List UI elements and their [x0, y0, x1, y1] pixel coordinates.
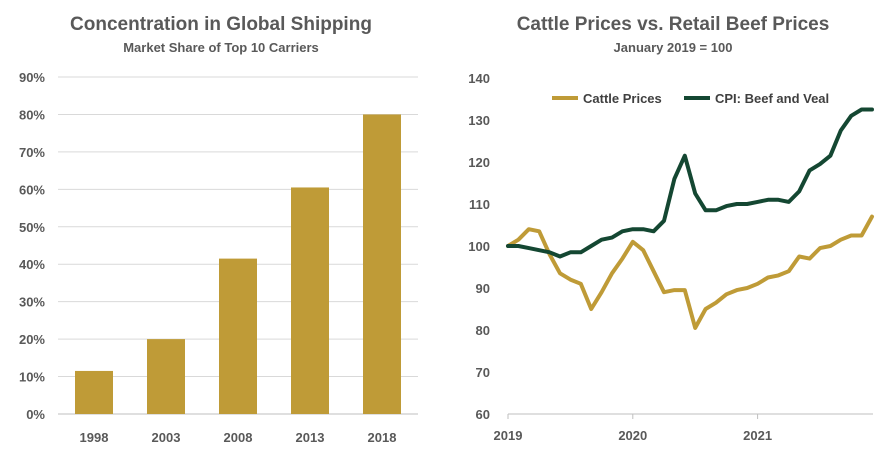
left-y-tick-label: 50%	[19, 220, 45, 235]
left-y-tick-label: 90%	[19, 70, 45, 85]
left-chart-title: Concentration in Global Shipping	[70, 14, 372, 35]
left-x-tick-label: 1998	[80, 430, 109, 445]
left-y-tick-label: 40%	[19, 257, 45, 272]
bar-1998	[75, 370, 113, 414]
right-y-tick-label: 120	[468, 155, 490, 170]
right-x-tick-label: 2020	[618, 428, 647, 443]
left-x-tick-label: 2008	[224, 430, 253, 445]
right-y-tick-label: 110	[469, 197, 490, 212]
right-y-tick-label: 100	[468, 239, 490, 254]
left-chart-subtitle: Market Share of Top 10 Carriers	[123, 40, 319, 55]
right-line-chart: 60 70 80 90 100 110 120 130 140 2019 2020 2021	[468, 71, 874, 443]
bar-2018	[363, 114, 401, 414]
left-x-tick-label: 2018	[368, 430, 397, 445]
right-y-tick-label: 140	[468, 71, 490, 86]
right-y-tick-label: 90	[476, 281, 490, 296]
right-chart-title: Cattle Prices vs. Retail Beef Prices	[517, 14, 830, 35]
bar-2008	[219, 258, 257, 414]
legend-label-cpi-beef-veal: CPI: Beef and Veal	[715, 91, 829, 106]
right-x-tick-label: 2021	[743, 428, 772, 443]
bar-2013	[291, 187, 329, 414]
bar-2003	[147, 339, 185, 414]
right-y-tick-label: 80	[476, 323, 490, 338]
left-y-tick-label: 10%	[19, 370, 45, 385]
series-line-cattle-prices	[506, 214, 874, 330]
left-y-tick-label: 80%	[19, 107, 45, 122]
left-y-tick-label: 0%	[26, 407, 45, 422]
left-x-tick-label: 2013	[296, 430, 325, 445]
legend: Cattle Prices CPI: Beef and Veal	[552, 91, 829, 106]
right-y-tick-label: 70	[476, 365, 490, 380]
left-x-tick-label: 2003	[152, 430, 181, 445]
left-y-tick-label: 30%	[19, 295, 45, 310]
left-bar-chart: 0% 10% 20% 30% 40% 50% 60% 70% 80% 90% 1998 2003 200…	[19, 70, 418, 445]
legend-label-cattle-prices: Cattle Prices	[583, 91, 662, 106]
right-y-tick-label: 130	[468, 113, 490, 128]
right-x-tick-label: 2019	[494, 428, 523, 443]
right-chart-subtitle: January 2019 = 100	[614, 40, 733, 55]
left-y-tick-label: 70%	[19, 145, 45, 160]
series-line-cpi-beef-veal	[506, 107, 874, 259]
left-y-tick-label: 20%	[19, 332, 45, 347]
right-y-tick-label: 60	[476, 407, 490, 422]
left-y-tick-label: 60%	[19, 182, 45, 197]
